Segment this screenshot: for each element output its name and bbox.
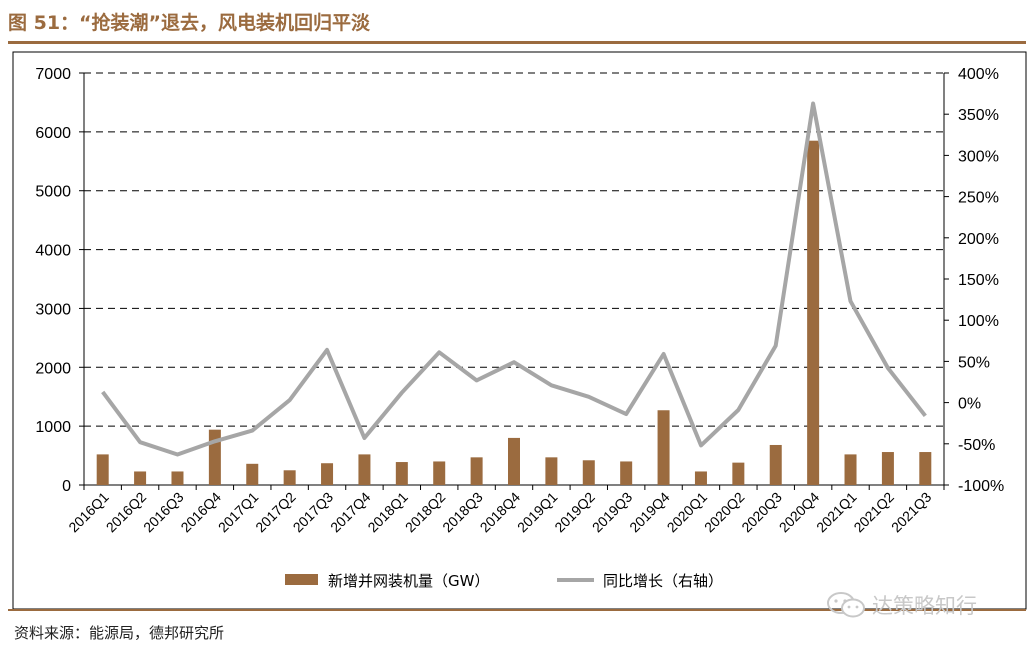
x-tick-label: 2020Q1 (664, 489, 711, 536)
y-right-tick-label: 150% (958, 272, 999, 289)
y-right-tick-label: -50% (958, 437, 995, 454)
x-tick-label: 2017Q1 (215, 489, 262, 536)
bar (732, 462, 745, 485)
x-tick-label: 2018Q2 (402, 489, 449, 536)
legend-swatch-bar (285, 574, 318, 585)
x-tick-label: 2019Q2 (551, 489, 598, 536)
bar (470, 457, 483, 485)
x-tick-label: 2019Q3 (589, 489, 636, 536)
bar (246, 463, 259, 485)
bar (321, 463, 334, 485)
x-tick-label: 2020Q2 (701, 489, 748, 536)
title-divider (8, 41, 1026, 44)
watermark-text: 达策略知行 (872, 594, 977, 618)
bar (769, 444, 782, 485)
bar (694, 471, 707, 485)
y-right-tick-label: 300% (958, 148, 999, 165)
bar (919, 452, 932, 485)
bar (620, 461, 633, 485)
x-tick-label: 2017Q4 (327, 489, 374, 536)
x-tick-label: 2021Q1 (813, 489, 860, 536)
y-left-tick-label: 6000 (35, 125, 71, 142)
x-tick-label: 2021Q2 (850, 489, 897, 536)
yoy-growth-line (101, 101, 927, 457)
x-tick-label: 2019Q1 (514, 489, 561, 536)
x-tick-label: 2021Q3 (888, 489, 935, 536)
footer-divider (8, 609, 1026, 611)
figure-title: 图 51：“抢装潮”退去，风电装机回归平淡 (8, 12, 371, 34)
y-left-tick-label: 5000 (35, 184, 71, 201)
x-tick-label: 2018Q1 (364, 489, 411, 536)
bar (134, 471, 147, 485)
y-right-tick-label: 350% (958, 107, 999, 124)
y-left-tick-label: 0 (62, 478, 71, 495)
x-tick-label: 2017Q2 (252, 489, 299, 536)
x-tick-label: 2016Q4 (177, 489, 224, 536)
source-note: 资料来源：能源局，德邦研究所 (14, 624, 225, 642)
bar (358, 454, 371, 485)
x-tick-label: 2020Q3 (738, 489, 785, 536)
x-tick-label: 2016Q2 (103, 489, 150, 536)
y-right-tick-label: 100% (958, 313, 999, 330)
y-right-tick-label: -100% (958, 478, 1004, 495)
bar (208, 429, 221, 485)
y-right-tick-label: 0% (958, 396, 981, 413)
y-left-tick-label: 1000 (35, 419, 71, 436)
x-tick-label: 2016Q1 (65, 489, 112, 536)
bar (433, 461, 446, 485)
y-left-tick-label: 3000 (35, 301, 71, 318)
watermark: 达策略知行 (826, 590, 977, 620)
y-right-tick-label: 400% (958, 66, 999, 83)
bar (545, 457, 558, 485)
bar (395, 462, 408, 485)
bar (582, 460, 595, 485)
x-tick-label: 2017Q3 (290, 489, 337, 536)
bar (508, 437, 520, 485)
y-right-tick-label: 250% (958, 190, 999, 207)
y-left-tick-label: 7000 (35, 66, 71, 83)
y-left-tick-label: 4000 (35, 243, 71, 260)
wechat-icon (827, 592, 865, 618)
y-right-tick-label: 200% (958, 231, 999, 248)
x-tick-label: 2018Q3 (439, 489, 486, 536)
bar (881, 452, 894, 485)
legend-label-line: 同比增长（右轴） (603, 572, 723, 590)
y-left-tick-label: 2000 (35, 360, 71, 377)
x-tick-label: 2020Q4 (776, 489, 823, 536)
bar (96, 454, 109, 485)
bar (657, 410, 670, 485)
bar (844, 454, 857, 485)
x-tick-label: 2019Q4 (626, 489, 673, 536)
legend-label-bar: 新增并网装机量（GW） (328, 572, 489, 590)
bar (283, 470, 296, 485)
y-right-tick-label: 50% (958, 354, 990, 371)
x-tick-label: 2016Q3 (140, 489, 187, 536)
bar (807, 140, 820, 485)
bar (171, 471, 184, 485)
x-tick-label: 2018Q4 (477, 489, 524, 536)
